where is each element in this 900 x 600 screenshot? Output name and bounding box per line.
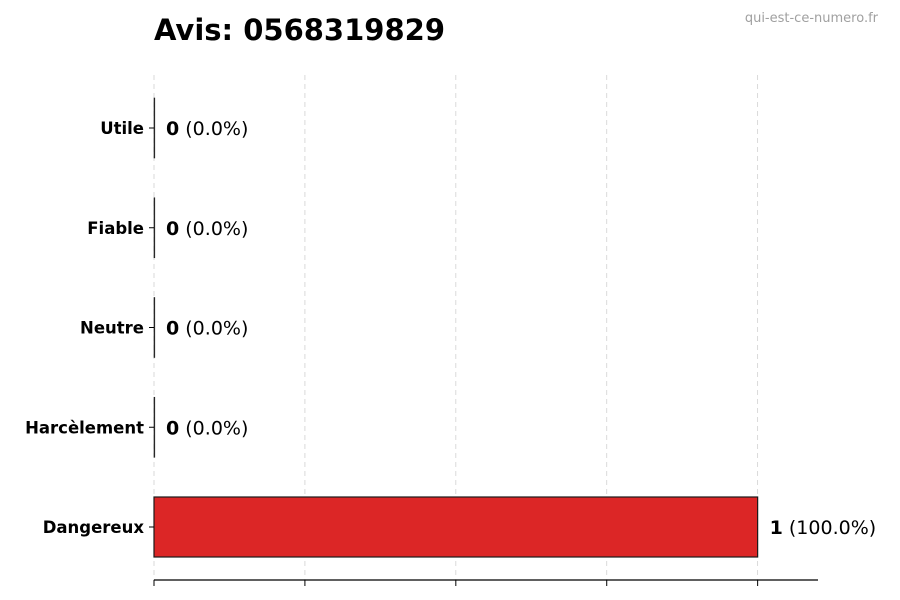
- bar: [153, 97, 156, 159]
- value-label: 0: [166, 417, 179, 439]
- bar: [153, 396, 156, 458]
- category-label: Neutre: [80, 319, 144, 338]
- category-label: Harcèlement: [25, 418, 144, 437]
- bars: [153, 97, 759, 558]
- chart-title: Avis: 0568319829: [154, 13, 445, 47]
- bar: [153, 197, 156, 259]
- category-label: Dangereux: [43, 518, 145, 537]
- bar: [153, 496, 759, 558]
- data-labels: 0 (0.0%)0 (0.0%)0 (0.0%)0 (0.0%)1 (100.0…: [166, 118, 876, 539]
- bar: [153, 297, 156, 358]
- data-label: 0 (0.0%): [166, 118, 248, 140]
- percent-label: (0.0%): [179, 118, 248, 140]
- data-label: 0 (0.0%): [166, 218, 248, 240]
- data-label: 0 (0.0%): [166, 318, 248, 340]
- x-axis: [153, 579, 818, 586]
- percent-label: (0.0%): [179, 218, 248, 240]
- value-label: 0: [166, 318, 179, 340]
- percent-label: (0.0%): [179, 318, 248, 340]
- value-label: 1: [770, 517, 783, 539]
- value-label: 0: [166, 118, 179, 140]
- data-label: 1 (100.0%): [770, 517, 877, 539]
- category-label: Utile: [100, 119, 144, 138]
- value-label: 0: [166, 218, 179, 240]
- watermark: qui-est-ce-numero.fr: [745, 11, 879, 26]
- y-axis: Utile Fiable Neutre Harcèlement Dangereux: [25, 119, 154, 537]
- category-label: Fiable: [87, 219, 144, 238]
- percent-label: (0.0%): [179, 417, 248, 439]
- percent-label: (100.0%): [783, 517, 876, 539]
- data-label: 0 (0.0%): [166, 417, 248, 439]
